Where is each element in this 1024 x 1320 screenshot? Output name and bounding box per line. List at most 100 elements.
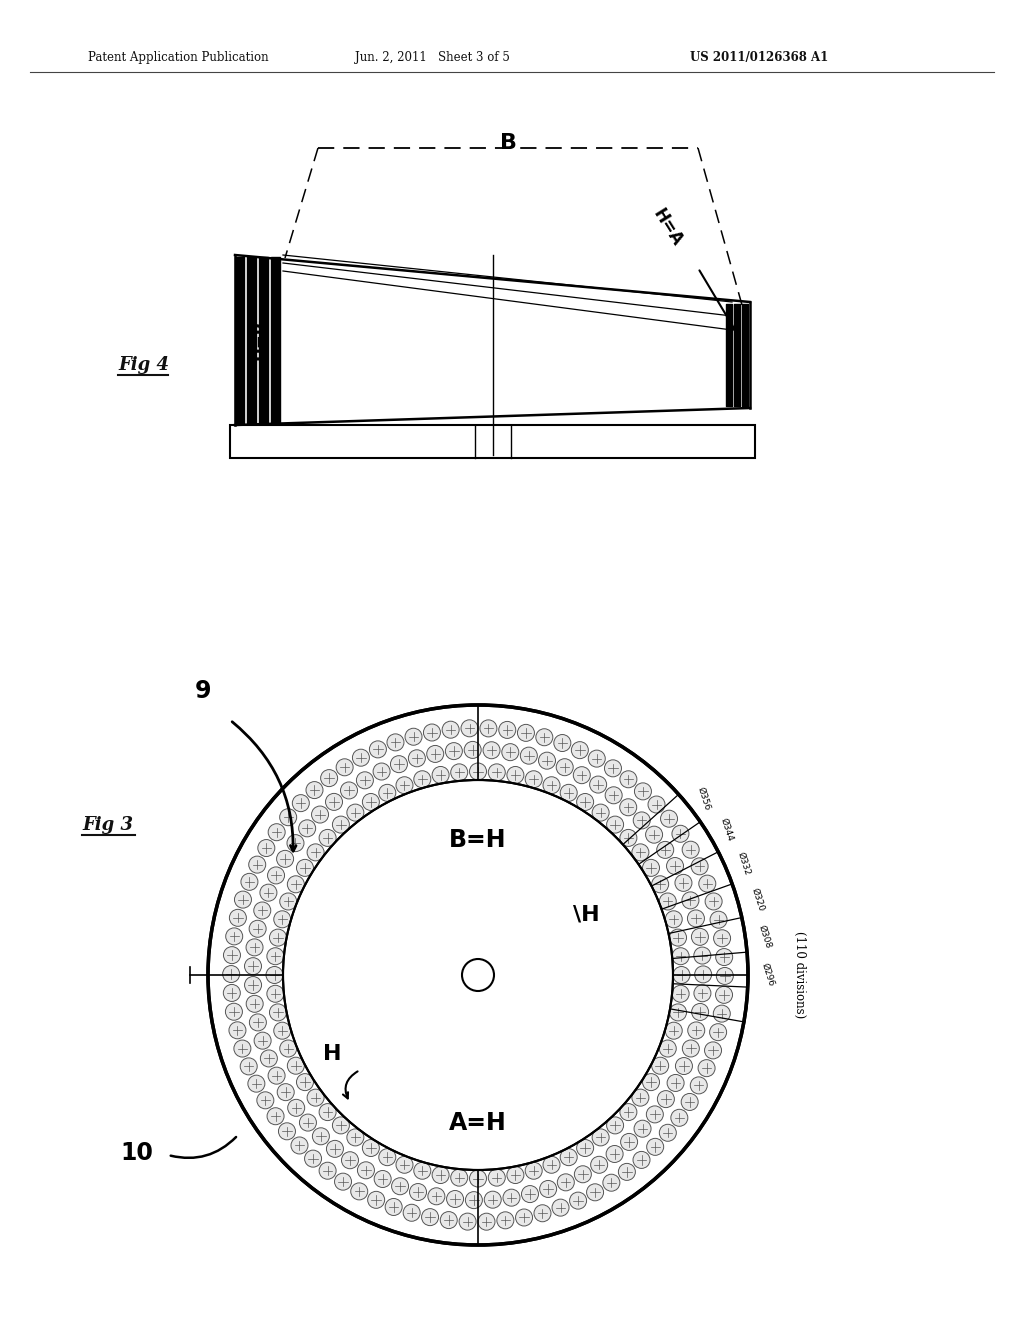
Circle shape <box>592 1129 609 1146</box>
Circle shape <box>249 920 266 937</box>
Circle shape <box>379 784 396 801</box>
Circle shape <box>694 985 711 1002</box>
Circle shape <box>592 804 609 821</box>
Text: Ø332: Ø332 <box>736 850 753 876</box>
Circle shape <box>446 1191 464 1208</box>
Circle shape <box>414 771 431 788</box>
Circle shape <box>223 985 241 1002</box>
Circle shape <box>297 859 313 876</box>
Circle shape <box>292 795 309 812</box>
Circle shape <box>254 902 270 919</box>
Circle shape <box>698 1060 715 1077</box>
Circle shape <box>694 966 712 983</box>
Circle shape <box>717 968 733 985</box>
Circle shape <box>657 1090 675 1107</box>
Circle shape <box>672 948 689 965</box>
Circle shape <box>666 911 682 928</box>
Circle shape <box>321 770 338 787</box>
Circle shape <box>267 985 284 1002</box>
Circle shape <box>687 909 705 927</box>
Circle shape <box>391 1177 409 1195</box>
Circle shape <box>280 809 297 826</box>
Circle shape <box>258 840 274 857</box>
Circle shape <box>591 1156 607 1173</box>
Circle shape <box>588 750 605 767</box>
Circle shape <box>556 759 573 776</box>
Circle shape <box>690 1077 708 1094</box>
Circle shape <box>621 1134 638 1151</box>
Circle shape <box>428 1188 444 1205</box>
Circle shape <box>368 1192 385 1208</box>
Text: H: H <box>323 1044 341 1064</box>
Circle shape <box>691 1003 709 1020</box>
Circle shape <box>632 1089 649 1106</box>
Circle shape <box>229 909 247 927</box>
Circle shape <box>503 1189 520 1206</box>
Circle shape <box>645 826 663 843</box>
Circle shape <box>241 874 258 891</box>
Circle shape <box>459 1213 476 1230</box>
Circle shape <box>461 719 478 737</box>
Circle shape <box>267 1107 284 1125</box>
Circle shape <box>260 1049 278 1067</box>
Circle shape <box>507 1167 524 1184</box>
Circle shape <box>347 1129 364 1146</box>
Circle shape <box>278 1084 294 1101</box>
Circle shape <box>667 858 684 875</box>
Circle shape <box>672 985 689 1002</box>
Circle shape <box>525 1162 542 1179</box>
Circle shape <box>604 760 622 777</box>
Circle shape <box>620 771 637 788</box>
Circle shape <box>319 829 336 846</box>
Circle shape <box>451 1170 468 1187</box>
Circle shape <box>266 966 283 983</box>
Circle shape <box>462 960 494 991</box>
Text: H=A: H=A <box>649 206 686 249</box>
Circle shape <box>403 1204 420 1221</box>
Circle shape <box>671 1109 688 1126</box>
Circle shape <box>484 1191 501 1208</box>
Circle shape <box>451 764 468 781</box>
Circle shape <box>539 752 555 770</box>
Circle shape <box>606 1117 624 1134</box>
Circle shape <box>396 776 413 793</box>
Circle shape <box>560 784 578 801</box>
Circle shape <box>257 1092 273 1109</box>
Circle shape <box>336 759 353 776</box>
Circle shape <box>299 820 315 837</box>
Circle shape <box>223 946 241 964</box>
Circle shape <box>675 874 692 891</box>
Circle shape <box>620 799 637 816</box>
Text: Ø308: Ø308 <box>758 924 773 950</box>
Text: US 2011/0126368 A1: US 2011/0126368 A1 <box>690 51 828 65</box>
Circle shape <box>536 729 553 746</box>
Circle shape <box>515 1209 532 1226</box>
Circle shape <box>560 1148 578 1166</box>
Circle shape <box>587 1184 603 1201</box>
Circle shape <box>445 743 463 759</box>
Circle shape <box>670 929 686 946</box>
Circle shape <box>667 1074 684 1092</box>
Circle shape <box>659 1125 676 1142</box>
Circle shape <box>351 1183 368 1200</box>
Circle shape <box>370 741 386 758</box>
Circle shape <box>373 763 390 780</box>
Circle shape <box>362 793 379 810</box>
Circle shape <box>648 796 665 813</box>
Circle shape <box>540 1180 557 1197</box>
Circle shape <box>409 750 425 767</box>
Circle shape <box>706 892 722 909</box>
Circle shape <box>414 1162 431 1179</box>
Circle shape <box>651 875 669 892</box>
Circle shape <box>341 781 357 799</box>
Circle shape <box>618 1163 635 1180</box>
Circle shape <box>319 1104 336 1121</box>
Circle shape <box>347 804 364 821</box>
Circle shape <box>552 1199 569 1216</box>
Circle shape <box>288 1100 305 1117</box>
Circle shape <box>710 1024 727 1040</box>
Text: 9: 9 <box>195 678 212 704</box>
Circle shape <box>225 1003 243 1020</box>
Circle shape <box>517 725 535 742</box>
Circle shape <box>714 929 730 946</box>
